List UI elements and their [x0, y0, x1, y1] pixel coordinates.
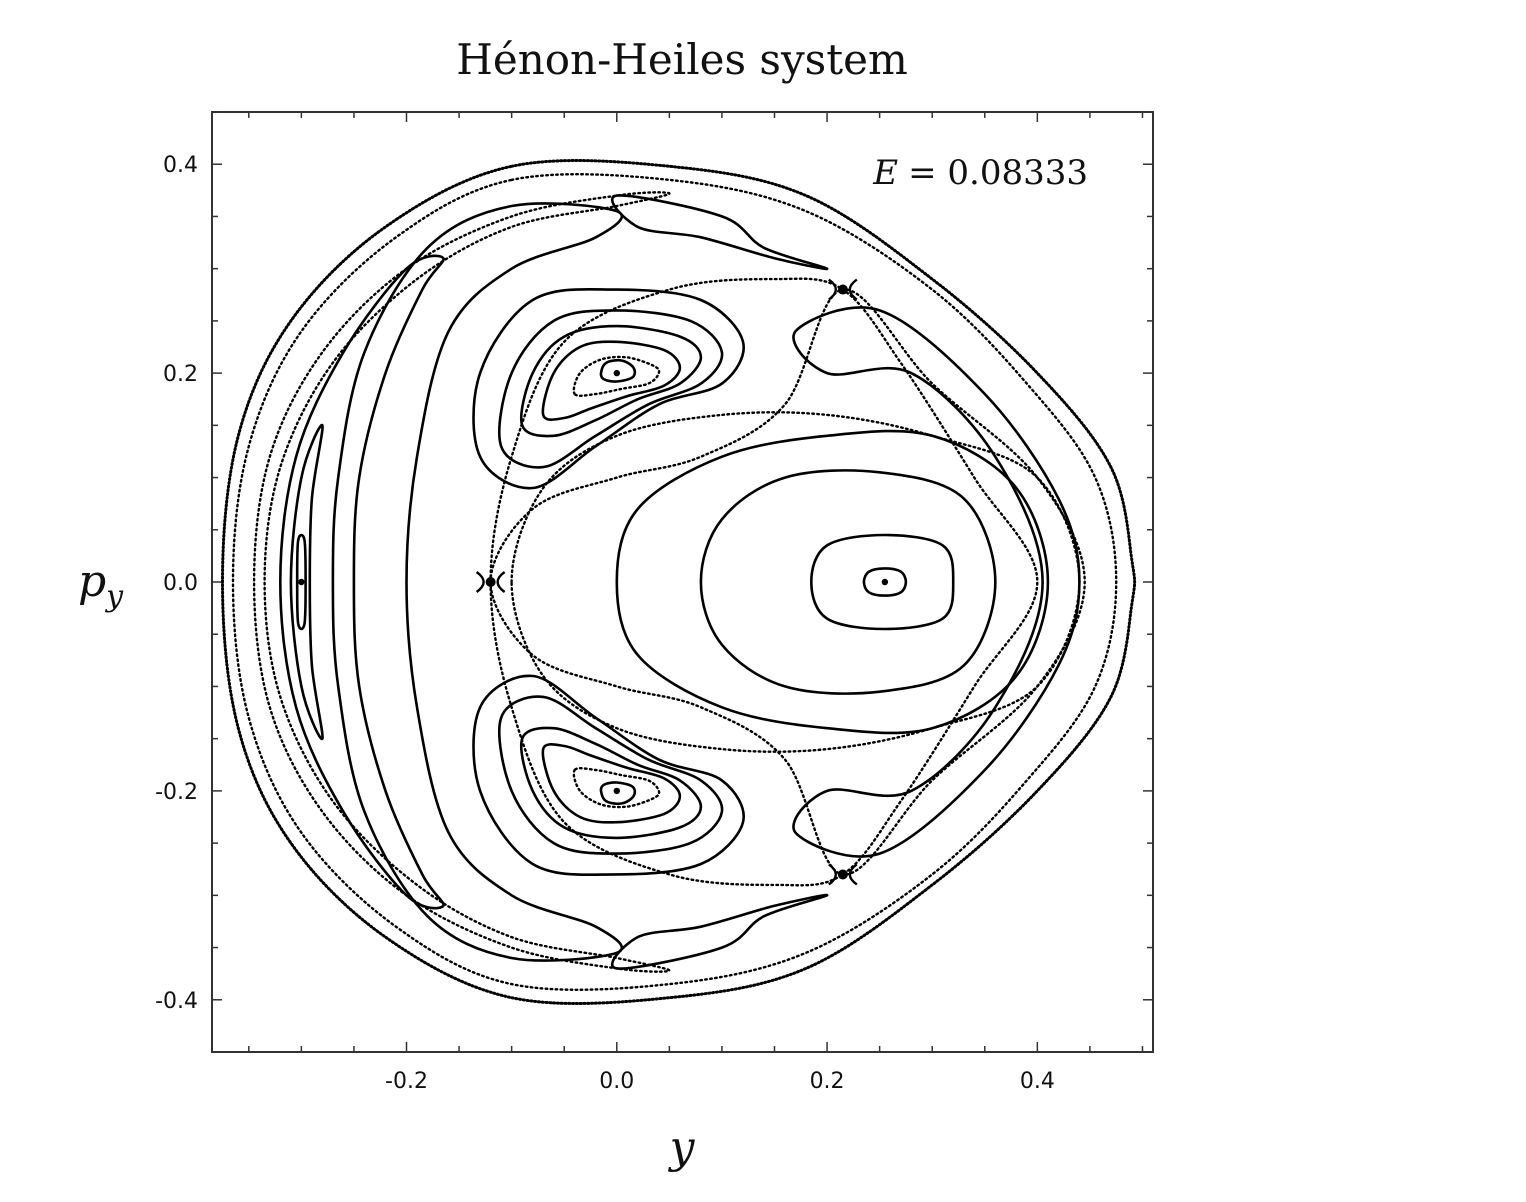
y-tick-label: 0.2 [163, 362, 198, 387]
poincare-section [220, 159, 1137, 1005]
orbit-dotted [510, 411, 1081, 753]
y-tick-label: -0.2 [155, 780, 198, 805]
y-axis-label-main: p [78, 556, 106, 607]
elliptic-fixed-point [613, 787, 620, 795]
orbit-chaotic [220, 159, 1137, 1005]
orbit-solid [498, 309, 724, 469]
orbit-solid [472, 287, 745, 490]
orbit-solid [472, 674, 745, 877]
orbit-solid [809, 533, 955, 631]
x-tick-labels: -0.2 0.0 0.2 0.4 [385, 1069, 1055, 1094]
orbit-dotted [252, 191, 671, 973]
y-tick-label: 0.4 [163, 153, 198, 178]
hyperbolic-point-core [837, 869, 848, 880]
orbit-solid [295, 533, 307, 631]
orbit-solid [610, 893, 829, 970]
fixed-points [298, 278, 889, 886]
orbit-dotted [572, 355, 661, 397]
orbit-solid [541, 340, 682, 421]
elliptic-fixed-point [881, 578, 889, 586]
elliptic-fixed-point [613, 369, 620, 377]
orbit-solid [331, 202, 624, 962]
hyperbolic-fixed-point [828, 863, 858, 886]
separatrix-cross [475, 571, 506, 593]
y-axis-label-subscript: y [104, 579, 124, 614]
orbit-solid [599, 358, 637, 383]
separatrix-cross [828, 863, 858, 886]
orbit-solid [289, 423, 324, 741]
separatrix-cross [828, 278, 858, 301]
orbit-solid [792, 306, 1081, 858]
y-tick-label: 0.0 [163, 571, 198, 596]
orbit-dotted [572, 767, 661, 809]
orbit-solid [862, 567, 908, 597]
orbit-solid [615, 429, 1050, 735]
chart-title: Hénon-Heiles system [456, 35, 908, 84]
hyperbolic-point-core [837, 284, 848, 295]
x-tick-label: 0.4 [1020, 1069, 1055, 1094]
orbit-solid [498, 695, 724, 855]
x-tick-label: 0.0 [599, 1069, 634, 1094]
y-tick-labels: -0.4 -0.2 0.0 0.2 0.4 [155, 153, 198, 1014]
orbit-solid [278, 254, 445, 910]
hyperbolic-fixed-point [475, 571, 506, 593]
x-axis-label: y [668, 1122, 696, 1173]
orbit-dotted [489, 288, 1086, 876]
orbit-solid [699, 469, 997, 695]
y-tick-label: -0.4 [155, 989, 198, 1014]
energy-value: = 0.08333 [908, 153, 1088, 193]
orbit-dotted [231, 173, 1118, 991]
energy-symbol: E [872, 153, 898, 193]
y-axis-label: py [78, 556, 124, 614]
hyperbolic-fixed-point [828, 278, 858, 301]
x-tick-label: 0.2 [810, 1069, 845, 1094]
elliptic-fixed-point [298, 578, 305, 586]
orbit-solid [610, 194, 829, 271]
orbit-dotted [489, 277, 1039, 887]
energy-annotation: E = 0.08333 [872, 153, 1088, 193]
orbit-solid [541, 743, 682, 824]
orbit-solid [520, 726, 703, 840]
axis-ticks [212, 111, 1153, 1053]
orbit-solid [520, 324, 703, 438]
x-tick-label: -0.2 [385, 1069, 428, 1094]
orbit-solid [599, 781, 637, 806]
hyperbolic-point-core [485, 577, 496, 587]
